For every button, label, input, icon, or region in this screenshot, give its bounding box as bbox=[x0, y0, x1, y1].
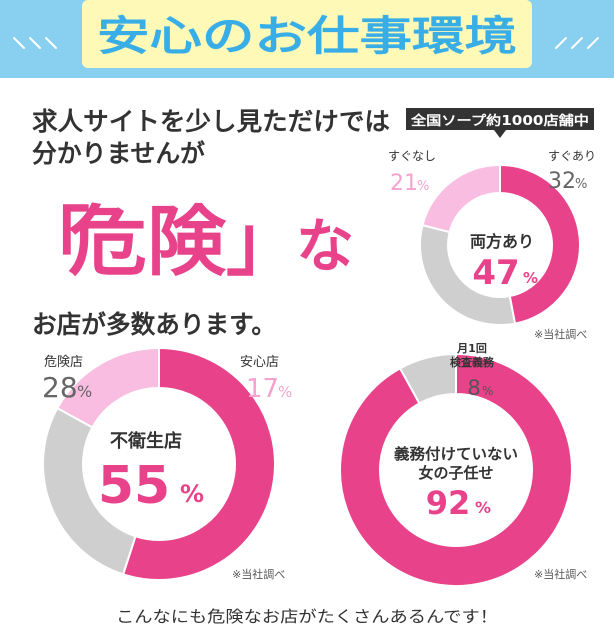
chart-1-slice-3 bbox=[421, 163, 501, 234]
chart-1-label-suguari: すぐあり bbox=[548, 149, 596, 163]
chart-2-slice-1 bbox=[121, 346, 276, 581]
chart-2-label-kikenten: 危険店 bbox=[44, 355, 83, 370]
intro-line-3: お店が多数あります。 bbox=[32, 310, 276, 339]
chart-3-center-label-line-1: 義務付けていない bbox=[394, 445, 518, 463]
chart-1-center-unit: % bbox=[523, 269, 538, 287]
chart-1-badge-pointer bbox=[494, 130, 506, 138]
intro-bracket-open: 「 bbox=[16, 200, 90, 286]
chart-1-value-suguanashi: 21 bbox=[390, 171, 418, 196]
chart-2-center-label: 不衛生店 bbox=[110, 430, 182, 452]
chart-3-center-unit: % bbox=[475, 498, 491, 517]
chart-3-unit-monthly: % bbox=[482, 384, 493, 398]
chart-1-center-value: 47 bbox=[472, 253, 519, 293]
header-title: 安心のお仕事環境 bbox=[97, 12, 517, 60]
chart-1-donut bbox=[419, 163, 581, 326]
intro-line-1: 求人サイトを少し見ただけでは bbox=[32, 107, 390, 136]
chart-1-center-label: 両方あり bbox=[470, 232, 534, 251]
intro-suffix: な bbox=[296, 212, 354, 280]
chart-1-badge: 全国ソープ約1000店舗中 bbox=[410, 113, 589, 129]
chart-1-unit-suguanashi: % bbox=[417, 179, 429, 194]
chart-2-donut bbox=[42, 346, 276, 581]
chart-1-unit-suguari: % bbox=[575, 177, 587, 192]
chart-1-value-suguari: 32 bbox=[548, 169, 576, 194]
chart-2-value-kikenten: 28 bbox=[42, 371, 78, 404]
chart-3-note: ※当社調べ bbox=[534, 567, 587, 581]
chart-3: 月1回 検査義務 8 % 義務付けていない 女の子任せ 92 % ※当社調べ bbox=[339, 341, 587, 587]
chart-1: 全国ソープ約1000店舗中 両方あり 47 % すぐあり 32 % すぐなし 2… bbox=[388, 108, 596, 341]
chart-2-value-anshinten: 17 bbox=[246, 374, 279, 404]
intro-bracket-close: 」 bbox=[226, 200, 300, 286]
chart-3-center-value: 92 bbox=[426, 484, 471, 522]
chart-1-slice-1 bbox=[499, 163, 581, 325]
chart-2-center-value: 55 bbox=[98, 456, 170, 516]
chart-3-label-monthly-line-1: 月1回 bbox=[456, 341, 487, 355]
chart-2: 不衛生店 55 % 危険店 28 % 安心店 17 % ※当社調べ bbox=[42, 346, 292, 581]
header-decor-right bbox=[555, 37, 599, 49]
intro-danger-word: 危険 bbox=[68, 197, 227, 286]
chart-3-label-monthly-line-2: 検査義務 bbox=[450, 355, 495, 369]
chart-2-center-unit: % bbox=[180, 480, 204, 508]
intro-line-2: 分かりませんが bbox=[32, 139, 205, 168]
chart-3-value-monthly: 8 bbox=[467, 376, 480, 400]
chart-2-unit-kikenten: % bbox=[77, 382, 92, 401]
chart-2-slice-3 bbox=[55, 346, 160, 429]
chart-3-center-label-line-2: 女の子任せ bbox=[418, 464, 493, 482]
chart-1-note: ※当社調べ bbox=[534, 327, 587, 341]
header-title-plate bbox=[82, 0, 532, 68]
chart-1-badge-bg bbox=[406, 108, 594, 130]
chart-2-label-anshinten: 安心店 bbox=[240, 355, 279, 370]
chart-3-slice-1 bbox=[339, 352, 573, 587]
chart-3-slice-2 bbox=[398, 352, 457, 405]
header-decor-left bbox=[13, 37, 57, 49]
chart-1-label-suguanashi: すぐなし bbox=[388, 149, 436, 163]
chart-3-donut bbox=[339, 352, 573, 587]
chart-2-unit-anshinten: % bbox=[278, 383, 292, 401]
chart-2-note: ※当社調べ bbox=[232, 567, 285, 581]
footer-text: こんなにも危険なお店がたくさんあるんです！ bbox=[116, 607, 498, 626]
